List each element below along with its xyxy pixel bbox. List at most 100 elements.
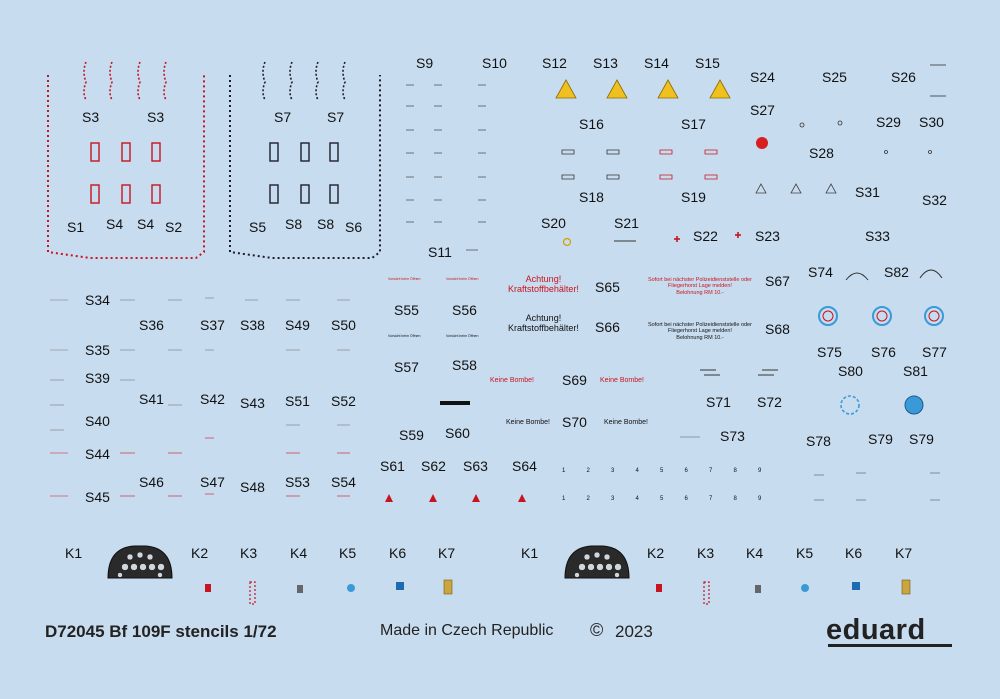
label-s73: S73 <box>720 428 745 444</box>
cockpit-small-decals <box>205 579 911 605</box>
label-s63: S63 <box>463 458 488 474</box>
label-s65: S65 <box>595 279 620 295</box>
label-s17: S17 <box>681 116 706 132</box>
sofort-line1: Sofort bei nächster Polizeidienststelle … <box>648 277 752 283</box>
label-s53: S53 <box>285 474 310 490</box>
label-s3b: S3 <box>147 109 165 125</box>
label-s14: S14 <box>644 55 669 71</box>
number-decal: 2 <box>586 468 590 474</box>
sofort-line1: Sofort bei nächster Polizeidienststelle … <box>648 322 752 328</box>
label-s21: S21 <box>614 215 639 231</box>
number-decal: 8 <box>733 496 737 502</box>
label-s49: S49 <box>285 317 310 333</box>
yellow-warning-triangles <box>555 79 731 99</box>
keine-bombe-dark-2: Keine Bombe! <box>604 419 648 426</box>
label-s76: S76 <box>871 344 896 360</box>
number-decal: 3 <box>611 468 615 474</box>
label-s19: S19 <box>681 189 706 205</box>
copyright-symbol: © <box>590 620 604 640</box>
label-s38: S38 <box>240 317 265 333</box>
instrument-panel-right <box>564 545 630 579</box>
number-decal: 1 <box>562 496 566 502</box>
label-s2: S2 <box>165 219 183 235</box>
vorsicht-red-1: Vorsicht beim Öffnen <box>388 277 421 281</box>
copyright-year: 2023 <box>615 622 653 641</box>
label-k5a: K5 <box>339 545 357 561</box>
dark-bracket-marks <box>262 61 346 101</box>
label-s34: S34 <box>85 292 110 308</box>
number-decal: 7 <box>709 468 713 474</box>
label-s4a: S4 <box>106 216 124 232</box>
label-s70: S70 <box>562 414 587 430</box>
label-s6: S6 <box>345 219 363 235</box>
blue-ring-decals <box>818 306 944 326</box>
achtung-line1: Achtung! <box>525 274 562 284</box>
label-k2a: K2 <box>191 545 209 561</box>
number-decal: 7 <box>709 496 713 502</box>
label-s81: S81 <box>903 363 928 379</box>
label-s31: S31 <box>855 184 880 200</box>
sofort-red-decal: Sofort bei nächster Polizeidienststelle … <box>648 277 752 296</box>
label-k4b: K4 <box>746 545 764 561</box>
label-s37: S37 <box>200 317 225 333</box>
label-s79b: S79 <box>909 431 934 447</box>
label-s56: S56 <box>452 302 477 318</box>
label-k6b: K6 <box>845 545 863 561</box>
label-s74: S74 <box>808 264 833 280</box>
label-s57: S57 <box>394 359 419 375</box>
sofort-line3: Belohnung RM 10.- <box>676 289 724 296</box>
label-s3a: S3 <box>82 109 100 125</box>
label-s8a: S8 <box>285 216 303 232</box>
label-s12: S12 <box>542 55 567 71</box>
label-s67: S67 <box>765 273 790 289</box>
achtung-line2: Kraftstoffbehälter! <box>508 323 579 334</box>
label-s66: S66 <box>595 319 620 335</box>
label-s13: S13 <box>593 55 618 71</box>
red-ring-inner <box>822 310 940 322</box>
label-k4a: K4 <box>290 545 308 561</box>
label-s45: S45 <box>85 489 110 505</box>
blue-gauge-ring <box>840 395 860 415</box>
red-bracket-marks <box>83 61 167 101</box>
label-s51: S51 <box>285 393 310 409</box>
label-s7b: S7 <box>327 109 345 125</box>
sheet-code-title: D72045 Bf 109F stencils 1/72 <box>45 622 277 641</box>
label-s15: S15 <box>695 55 720 71</box>
cap-stencils <box>561 149 718 180</box>
label-k3a: K3 <box>240 545 258 561</box>
label-s64: S64 <box>512 458 537 474</box>
made-in-text: Made in Czech Republic <box>380 622 554 639</box>
dark-rect-marks <box>269 142 339 204</box>
label-s48: S48 <box>240 479 265 495</box>
label-s58: S58 <box>452 357 477 373</box>
grid-tiny-stencils <box>50 297 350 431</box>
label-s62: S62 <box>421 458 446 474</box>
label-s24: S24 <box>750 69 775 85</box>
label-s36: S36 <box>139 317 164 333</box>
number-decal: 3 <box>611 496 615 502</box>
right-tiny-stencils <box>680 436 940 501</box>
black-bar-mark <box>440 401 470 405</box>
label-s20: S20 <box>541 215 566 231</box>
sofort-dark-decal: Sofort bei nächster Polizeidienststelle … <box>648 322 752 341</box>
sofort-line3: Belohnung RM 10.- <box>676 334 724 341</box>
label-s55: S55 <box>394 302 419 318</box>
label-s35: S35 <box>85 342 110 358</box>
sofort-line2: Fliegerhorst Lage melden! <box>668 328 732 335</box>
label-s54: S54 <box>331 474 356 490</box>
vorsicht-dark-2: Vorsicht beim Öffnen <box>446 334 479 338</box>
label-k3b: K3 <box>697 545 715 561</box>
label-s10: S10 <box>482 55 507 71</box>
small-corner-stencils <box>799 64 946 154</box>
number-decal: 5 <box>660 496 664 502</box>
label-s25: S25 <box>822 69 847 85</box>
label-s68: S68 <box>765 321 790 337</box>
achtung-line2: Kraftstoffbehälter! <box>508 284 579 295</box>
keine-bombe-red-1: Keine Bombe! <box>490 377 534 384</box>
label-k5b: K5 <box>796 545 814 561</box>
achtung-dark-decal: Achtung! Kraftstoffbehälter! <box>508 313 579 334</box>
number-decal: 8 <box>733 468 737 474</box>
label-k2b: K2 <box>647 545 665 561</box>
small-triangle-stencils <box>755 183 837 194</box>
